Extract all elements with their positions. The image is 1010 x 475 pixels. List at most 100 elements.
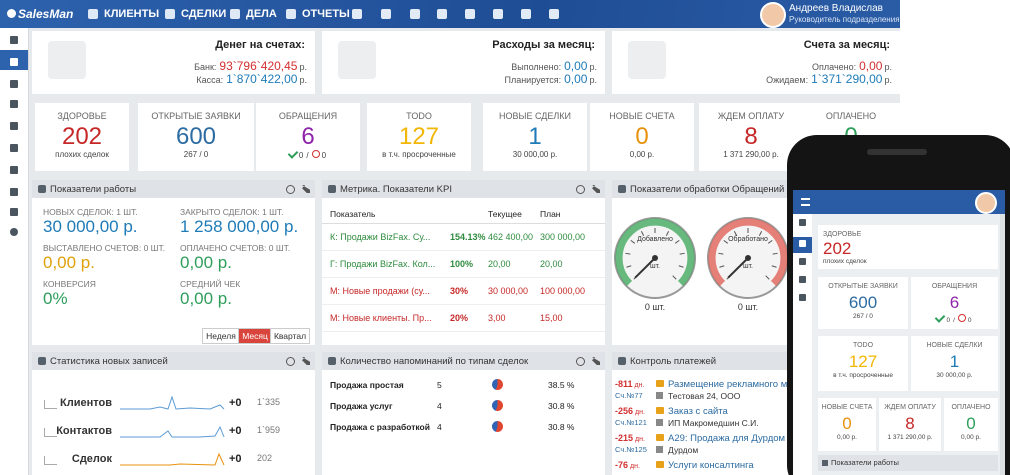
menu-button[interactable] [801, 198, 810, 206]
summary-unit: р. [589, 75, 597, 85]
mobile-side-icon[interactable] [799, 219, 806, 226]
kpi-plan: 100 000,00 [540, 286, 586, 296]
summary-row: Ожидаем: 1`371`290,00 р. [766, 72, 892, 86]
stat-label: НОВЫЕ СДЕЛКИ [499, 111, 571, 121]
stat-value: 600 [175, 123, 217, 150]
metric-label: НОВЫХ СДЕЛОК: 1 ШТ. [43, 207, 138, 217]
gauge-unit: шт. [743, 263, 753, 270]
nav-icon[interactable] [493, 9, 503, 19]
refresh-button[interactable] [576, 357, 585, 366]
panel-icon [618, 357, 626, 365]
menu-item[interactable]: СДЕЛКИ [181, 8, 227, 20]
panel-icon [38, 357, 46, 365]
sub-sep: / [953, 317, 955, 324]
gauge-band [615, 218, 695, 287]
summary-value: 0,00 [564, 72, 588, 86]
nav-icon[interactable] [549, 9, 559, 19]
record-delta: +0 [229, 397, 242, 409]
menu-item[interactable]: ДЕЛА [246, 8, 277, 20]
stat-sub: плохих сделок [823, 258, 867, 265]
nav-icon[interactable] [521, 9, 531, 19]
mobile-stat-tile: ЖДЕМ ОПЛАТУ 8 1 371 290,00 р. [879, 398, 941, 451]
kpi-name: Г: Продажи BizFax. Кол... [330, 259, 436, 269]
deal-icon [656, 461, 664, 468]
sidebar-icon[interactable] [10, 166, 18, 174]
gauge-tick [630, 239, 636, 244]
deal-link[interactable]: Заказ с сайта [668, 406, 728, 417]
panel-header [32, 352, 315, 370]
pie-icon [492, 421, 503, 432]
refresh-button[interactable] [286, 357, 295, 366]
invoice-link[interactable]: Сч.№77 [615, 391, 643, 400]
sidebar-icon[interactable] [10, 228, 18, 236]
sidebar-icon[interactable] [10, 208, 18, 216]
sidebar-icon[interactable] [10, 122, 18, 130]
menu-icon [230, 9, 240, 19]
sidebar [0, 28, 29, 475]
sub-bad: 0 [967, 317, 972, 324]
gauge-needle [727, 257, 749, 279]
reminder-pct: 38.5 % [548, 380, 575, 390]
expand-button[interactable] [592, 185, 600, 193]
summary-value: 0,00 [564, 59, 588, 73]
gauge-tick [678, 265, 684, 268]
nav-icon[interactable] [352, 9, 362, 19]
reminder-name: Продажа услуг [330, 401, 393, 411]
client-name: ИП Макромедшин С.И. [668, 418, 759, 428]
mobile-side-icon[interactable] [799, 240, 806, 247]
mobile-side-icon[interactable] [799, 258, 806, 265]
records-panel: Статистика новых записей Клиентов +0 1`335 К… [32, 352, 315, 475]
pie-icon [492, 379, 503, 390]
user-name[interactable]: Андреев Владислав [789, 3, 883, 14]
expand-button[interactable] [302, 185, 310, 193]
days-value: -215 [615, 433, 634, 443]
kpi-panel: Метрика. Показатели KPI Показатель Текущее… [322, 180, 605, 345]
gauge-tick [765, 275, 770, 280]
stat-sub: 0,00 р. [837, 434, 857, 441]
refresh-button[interactable] [286, 185, 295, 194]
pie-icon [492, 400, 503, 411]
deal-link[interactable]: Размещение рекламного модул [668, 379, 808, 390]
nav-icon[interactable] [381, 9, 391, 19]
refresh-button[interactable] [576, 185, 585, 194]
nav-icon[interactable] [465, 9, 475, 19]
menu-icon [165, 9, 175, 19]
sparkline [120, 395, 225, 410]
chart-glyph [44, 428, 57, 437]
reminders-panel: Количество напоминаний по типам сделок Пр… [322, 352, 605, 475]
period-button[interactable]: Неделя [202, 328, 240, 344]
sidebar-icon[interactable] [10, 58, 18, 66]
nav-icon[interactable] [410, 9, 420, 19]
mobile-stat-tile: ЗДОРОВЬЕ 202 плохих сделок [818, 225, 998, 269]
reminder-name: Продажа простая [330, 380, 404, 390]
sidebar-icon[interactable] [10, 80, 18, 88]
invoice-link[interactable]: Сч.№125 [615, 445, 647, 454]
mobile-avatar[interactable] [975, 192, 997, 214]
deal-link[interactable]: A29: Продажа для Дурдом [668, 433, 786, 444]
row-rule [322, 304, 605, 305]
expand-button[interactable] [592, 357, 600, 365]
sidebar-icon[interactable] [10, 144, 18, 152]
sidebar-icon[interactable] [10, 100, 18, 108]
stat-value: 8 [905, 414, 915, 433]
sidebar-icon[interactable] [10, 188, 18, 196]
invoice-link[interactable]: Сч.№121 [615, 418, 647, 427]
period-button[interactable]: Квартал [270, 328, 310, 344]
stat-tile: НОВЫЕ СЧЕТА 0 0,00 р. [590, 103, 694, 171]
gauge-tick [672, 275, 677, 280]
nav-icon[interactable] [437, 9, 447, 19]
period-button[interactable]: Месяц [238, 328, 272, 344]
sidebar-icon[interactable] [10, 36, 18, 44]
record-total: 1`959 [257, 425, 281, 435]
mobile-panel-header: Показатели работы [818, 455, 998, 471]
deal-link[interactable]: Услуги консалтинга [668, 460, 754, 471]
menu-item[interactable]: ОТЧЕТЫ [302, 8, 350, 20]
mobile-nav [793, 190, 1005, 214]
gauge-tick [719, 265, 725, 268]
menu-item[interactable]: КЛИЕНТЫ [104, 8, 160, 20]
kpi-current: 462 400,00 [488, 232, 534, 242]
expand-button[interactable] [302, 357, 310, 365]
card-icon [48, 41, 86, 79]
mobile-side-icon[interactable] [799, 276, 806, 283]
mobile-side-icon[interactable] [799, 294, 806, 301]
